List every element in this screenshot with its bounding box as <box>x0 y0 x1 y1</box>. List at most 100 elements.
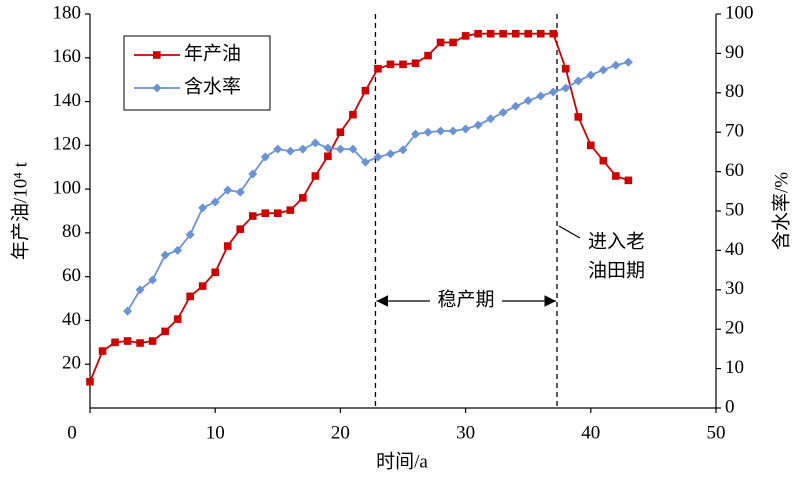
marker <box>436 126 446 136</box>
y-tick-label: 20 <box>62 353 81 374</box>
x-tick-label: 20 <box>331 422 350 443</box>
y2-tick-label: 0 <box>725 396 735 417</box>
y2-tick-label: 30 <box>725 278 744 299</box>
marker <box>173 245 183 255</box>
marker <box>536 91 546 101</box>
y2-tick-label: 10 <box>725 357 744 378</box>
y2-tick-label: 80 <box>725 81 744 102</box>
marker <box>211 268 219 277</box>
marker <box>624 176 633 185</box>
x-tick-label: 50 <box>707 422 726 443</box>
marker <box>623 57 633 67</box>
marker <box>311 172 320 180</box>
marker <box>573 76 583 86</box>
marker <box>136 339 144 347</box>
marker <box>286 206 295 214</box>
y2-tick-label: 70 <box>725 121 744 142</box>
marker <box>123 337 132 345</box>
marker <box>185 230 195 240</box>
marker <box>511 101 521 111</box>
marker <box>123 306 133 316</box>
marker <box>574 113 583 121</box>
y2-tick-label: 60 <box>725 160 744 181</box>
y2-tick-label: 90 <box>725 42 744 63</box>
marker <box>236 225 245 233</box>
marker <box>274 209 282 217</box>
annotation: 进入老 <box>588 230 645 252</box>
marker <box>436 38 445 47</box>
x-axis-label: 时间/a <box>376 450 428 472</box>
y2-tick-label: 50 <box>725 199 744 220</box>
marker <box>474 29 482 38</box>
marker <box>198 282 207 290</box>
marker <box>498 108 508 117</box>
marker <box>612 172 620 180</box>
marker <box>448 126 458 136</box>
marker <box>561 83 571 93</box>
legend-box <box>123 35 271 111</box>
y2-tick-label: 20 <box>725 318 744 339</box>
marker <box>486 114 496 124</box>
marker <box>235 187 245 197</box>
marker <box>511 29 520 38</box>
marker <box>398 145 408 155</box>
marker <box>536 29 545 38</box>
marker <box>373 152 383 162</box>
marker <box>523 96 533 106</box>
marker <box>248 212 257 220</box>
marker <box>223 185 233 195</box>
marker <box>260 152 270 162</box>
marker <box>261 209 270 217</box>
marker <box>486 29 495 38</box>
marker <box>499 29 507 38</box>
marker <box>411 129 421 139</box>
marker <box>361 86 370 95</box>
marker <box>148 275 158 285</box>
marker <box>161 327 169 336</box>
y-tick-label: 80 <box>62 221 81 242</box>
marker <box>310 138 320 148</box>
leader-line <box>558 225 581 239</box>
marker <box>524 29 532 38</box>
marker <box>549 29 558 38</box>
marker <box>285 146 295 156</box>
y2-tick-label: 40 <box>725 239 744 260</box>
marker <box>198 203 208 213</box>
marker <box>98 347 107 355</box>
marker <box>599 156 608 165</box>
marker <box>461 32 470 40</box>
marker <box>273 144 283 154</box>
marker <box>160 250 170 260</box>
marker <box>111 338 119 347</box>
y-tick-label: 140 <box>53 90 82 111</box>
legend-label: 年产油 <box>184 42 241 64</box>
marker <box>548 87 558 97</box>
x-tick-label: 0 <box>67 422 77 443</box>
annotation: 油田期 <box>588 259 645 281</box>
y2-axis-label: 含水率/% <box>770 172 792 250</box>
marker <box>586 70 596 80</box>
marker <box>86 377 94 386</box>
marker <box>335 144 345 154</box>
legend-marker <box>152 83 162 93</box>
marker <box>299 194 307 202</box>
marker <box>173 315 182 323</box>
marker <box>324 152 332 161</box>
marker <box>298 144 308 154</box>
y-tick-label: 60 <box>62 265 81 286</box>
marker <box>561 64 570 73</box>
marker <box>424 51 432 60</box>
marker <box>374 64 382 73</box>
x-tick-label: 40 <box>581 422 600 443</box>
y-tick-label: 180 <box>53 2 82 23</box>
marker <box>461 124 471 134</box>
marker <box>186 292 194 301</box>
y-tick-label: 120 <box>53 134 82 155</box>
marker <box>248 169 258 179</box>
y-axis-label: 年产油/10⁴ t <box>9 161 31 260</box>
marker <box>386 60 395 69</box>
marker <box>223 242 232 250</box>
marker <box>473 120 483 130</box>
y-tick-label: 100 <box>53 177 82 198</box>
